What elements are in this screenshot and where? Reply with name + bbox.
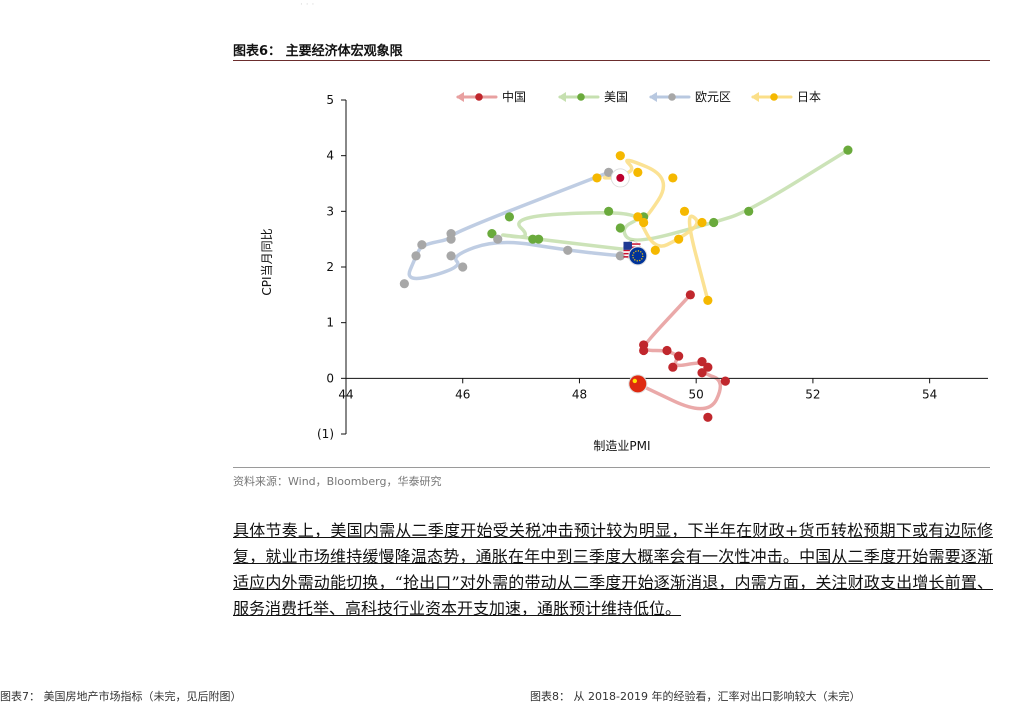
point-日本	[668, 173, 678, 183]
legend-item-中国: 中国	[456, 89, 526, 104]
point-日本	[697, 217, 707, 228]
point-日本	[650, 245, 660, 255]
point-中国	[685, 290, 695, 300]
figure-title: 图表6： 主要经济体宏观象限	[233, 44, 403, 59]
point-中国	[703, 412, 713, 422]
point-中国	[668, 362, 678, 372]
point-日本	[633, 212, 643, 222]
macro-quadrant-chart: (1) 0 1 2 3 4 5 44 46 48 50 52 54 中国 美国 欧元区 日本 制造业PMI C…	[260, 89, 988, 453]
point-美国	[487, 229, 497, 239]
series-trails	[407, 148, 850, 411]
point-美国	[615, 223, 625, 233]
point-欧元区	[615, 251, 625, 261]
y-tick-label: 1	[326, 316, 334, 330]
point-欧元区	[446, 234, 456, 244]
legend-item-欧元区: 欧元区	[649, 90, 731, 104]
point-美国	[843, 145, 853, 155]
x-tick-label: 48	[572, 387, 587, 401]
header-faint-text: · · ·	[300, 0, 315, 10]
trail-欧元区	[407, 170, 640, 281]
legend-swatch-arrow	[558, 92, 566, 102]
y-tick-label: 2	[326, 260, 334, 274]
point-日本	[674, 234, 684, 244]
chart-legend: 中国 美国 欧元区 日本	[456, 89, 821, 104]
y-tick-label: 4	[326, 149, 334, 163]
point-欧元区	[417, 240, 427, 250]
legend-label: 美国	[604, 90, 628, 104]
point-日本	[615, 151, 625, 161]
y-tick-label: 5	[326, 93, 334, 107]
eu-flag-icon	[628, 246, 648, 266]
legend-label: 中国	[502, 89, 526, 104]
point-欧元区	[411, 251, 421, 261]
point-中国	[720, 376, 730, 386]
body-paragraph: 具体节奏上，美国内需从二季度开始受关税冲击预计较为明显，下半年在财政+货币转松预…	[233, 521, 993, 618]
point-日本	[592, 173, 602, 183]
point-欧元区	[563, 245, 573, 255]
legend-swatch-dot	[668, 93, 676, 101]
x-tick-label: 54	[922, 387, 937, 401]
point-中国	[674, 351, 684, 361]
point-日本	[639, 217, 649, 228]
legend-label: 欧元区	[695, 90, 731, 104]
y-axis-label: CPI当月同比	[260, 228, 274, 295]
point-中国	[703, 362, 713, 372]
next-figure-title-right: 图表8： 从 2018-2019 年的经验看，汇率对出口影响较大（未完）	[530, 690, 861, 703]
legend-swatch-dot	[577, 93, 585, 101]
chart-axes: (1) 0 1 2 3 4 5 44 46 48 50 52 54	[317, 93, 988, 441]
point-中国	[697, 368, 707, 378]
x-tick-label: 52	[805, 387, 820, 401]
series-points	[399, 145, 853, 422]
point-日本	[633, 167, 643, 177]
point-美国	[744, 206, 754, 216]
legend-label: 日本	[797, 90, 821, 104]
x-tick-label: 44	[338, 387, 353, 401]
legend-swatch-arrow	[649, 92, 657, 102]
point-欧元区	[604, 167, 614, 177]
point-中国	[662, 345, 672, 356]
point-欧元区	[458, 262, 468, 272]
next-figure-title-left: 图表7： 美国房地产市场指标（未完，见后附图）	[0, 690, 242, 703]
point-日本	[679, 206, 690, 216]
y-tick-label: 3	[326, 204, 334, 218]
title-divider	[233, 60, 990, 61]
y-tick-label: 0	[326, 371, 334, 385]
point-美国	[534, 234, 544, 244]
point-欧元区	[493, 234, 503, 244]
point-日本	[703, 295, 713, 305]
x-axis-label: 制造业PMI	[593, 439, 650, 453]
legend-item-美国: 美国	[558, 90, 628, 104]
legend-swatch-arrow	[751, 92, 759, 102]
trail-美国	[501, 148, 850, 253]
legend-item-日本: 日本	[751, 90, 821, 104]
point-美国	[504, 212, 515, 222]
figure-source: 资料来源：Wind，Bloomberg，华泰研究	[233, 475, 442, 488]
legend-swatch-dot	[475, 93, 483, 101]
point-中国	[697, 357, 707, 367]
legend-swatch-dot	[770, 93, 778, 101]
legend-swatch-arrow	[456, 92, 464, 102]
y-tick-label: (1)	[317, 427, 334, 441]
japan-flag-icon	[610, 168, 630, 188]
source-divider	[233, 467, 990, 468]
series-flags	[610, 168, 648, 394]
point-欧元区	[399, 279, 409, 289]
point-中国	[639, 345, 649, 356]
point-欧元区	[446, 251, 456, 261]
x-tick-label: 46	[455, 387, 470, 401]
china-flag-icon	[628, 374, 648, 394]
point-美国	[709, 217, 719, 228]
x-tick-label: 50	[689, 387, 704, 401]
point-美国	[604, 206, 614, 216]
